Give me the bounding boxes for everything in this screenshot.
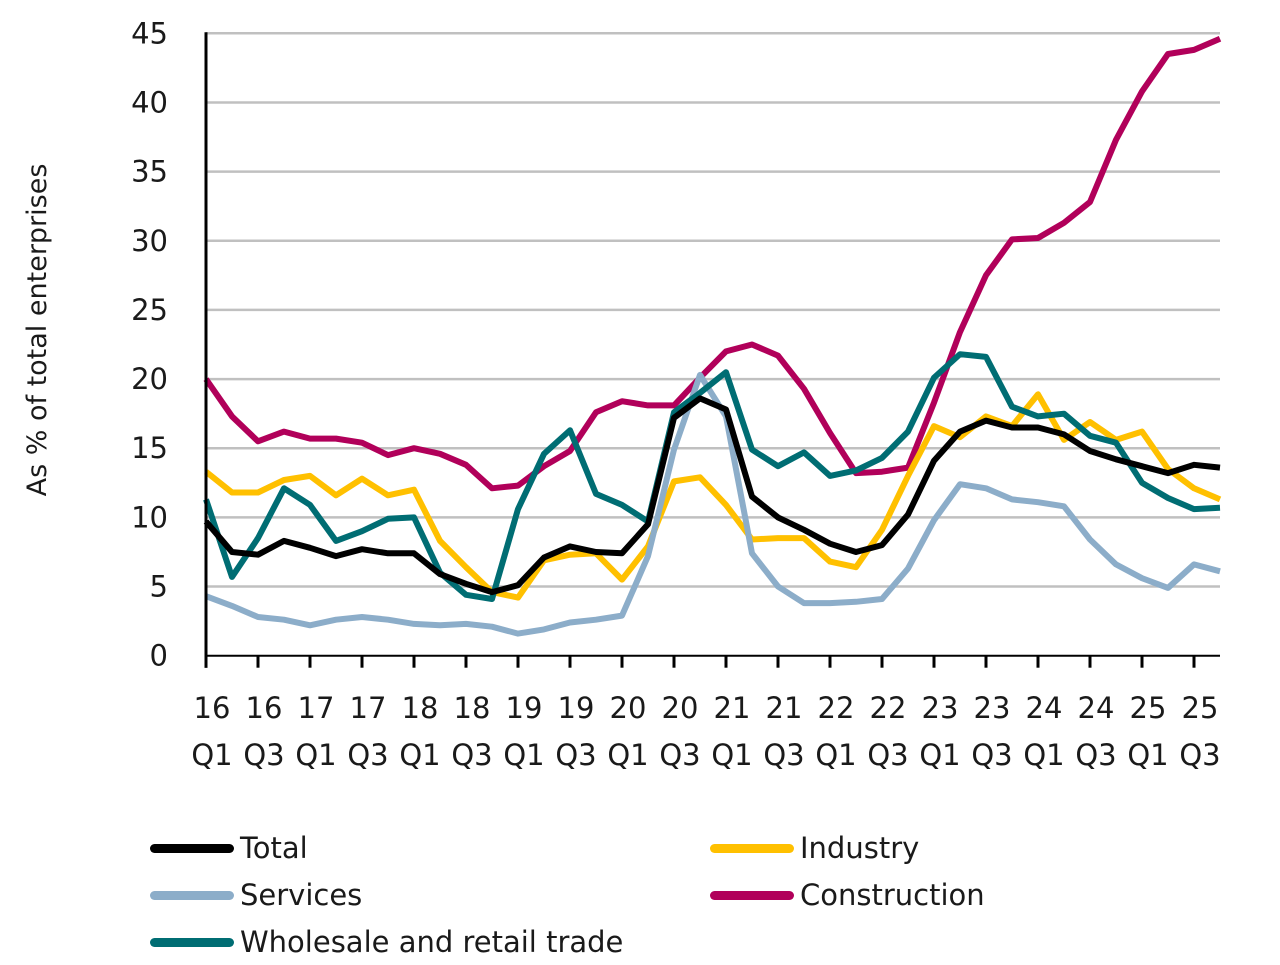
x-tick-label-quarter: Q3: [451, 738, 492, 772]
legend-swatch-services: [150, 890, 234, 900]
x-tick-label-quarter: Q3: [971, 738, 1012, 772]
x-tick-label-year: 17: [350, 691, 387, 725]
legend-swatch-total: [150, 843, 234, 853]
x-tick-label-year: 21: [766, 691, 803, 725]
legend-label-services: Services: [240, 878, 363, 912]
x-ticks: 16 Q1 16 Q3 17 Q1 17 Q3 18 Q1 18 Q3 19 Q1 19 Q3 20 Q1 20 Q3…: [191, 655, 1221, 772]
x-tick-label-quarter: Q1: [295, 738, 336, 772]
legend: Total Industry Services Construction Who…: [150, 826, 1150, 961]
y-tick-label: 10: [131, 500, 168, 534]
x-tick-label-quarter: Q3: [347, 738, 388, 772]
x-tick-label-year: 21: [714, 691, 751, 725]
x-tick-label-year: 25: [1130, 691, 1167, 725]
x-tick-label-quarter: Q3: [867, 738, 908, 772]
x-tick-label-year: 19: [506, 691, 543, 725]
x-tick-label-year: 20: [662, 691, 699, 725]
legend-label-industry: Industry: [800, 831, 920, 865]
series-line-total: [203, 395, 1221, 596]
legend-swatch-construction: [710, 890, 794, 900]
x-tick-label-quarter: Q3: [555, 738, 596, 772]
y-tick-label: 0: [150, 639, 168, 673]
x-tick-label-year: 25: [1182, 691, 1219, 725]
legend-item-industry: Industry: [710, 828, 919, 868]
legend-item-construction: Construction: [710, 875, 985, 915]
series-line-industry: [204, 391, 1222, 601]
x-tick-label-year: 16: [246, 691, 283, 725]
x-tick-label-quarter: Q3: [763, 738, 804, 772]
y-tick-label: 35: [131, 155, 168, 189]
x-tick-label-quarter: Q1: [711, 738, 752, 772]
x-tick-label-quarter: Q1: [919, 738, 960, 772]
x-tick-label-year: 19: [558, 691, 595, 725]
series-lines: [203, 36, 1222, 637]
x-tick-label-quarter: Q1: [815, 738, 856, 772]
x-tick-label-quarter: Q3: [1075, 738, 1116, 772]
y-tick-label: 45: [131, 16, 168, 50]
x-tick-label-year: 23: [974, 691, 1011, 725]
x-tick-label-year: 20: [610, 691, 647, 725]
y-tick-label: 15: [131, 431, 168, 465]
legend-label-construction: Construction: [800, 878, 985, 912]
legend-swatch-wholesale: [150, 937, 234, 947]
x-tick-label-year: 17: [298, 691, 335, 725]
y-axis-title: As % of total enterprises: [22, 164, 53, 497]
y-tick-label: 40: [131, 85, 168, 119]
y-tick-label: 25: [131, 293, 168, 327]
series-line-wholesale-and-retail-trade: [203, 351, 1221, 602]
x-tick-label-quarter: Q3: [1179, 738, 1220, 772]
legend-swatch-industry: [710, 843, 794, 853]
x-tick-label-quarter: Q1: [1127, 738, 1168, 772]
x-tick-label-year: 24: [1078, 691, 1115, 725]
series-line-construction: [203, 36, 1222, 492]
legend-item-services: Services: [150, 875, 362, 915]
y-tick-labels: 0 5 10 15 20 25 30 35 40 45: [131, 16, 168, 672]
x-tick-label-year: 22: [818, 691, 855, 725]
x-tick-label-quarter: Q1: [191, 738, 232, 772]
y-tick-label: 20: [131, 362, 168, 396]
x-tick-label-quarter: Q3: [243, 738, 284, 772]
x-tick-label-quarter: Q1: [503, 738, 544, 772]
series-line-services: [204, 371, 1221, 637]
x-tick-label-year: 22: [870, 691, 907, 725]
x-tick-label-year: 24: [1026, 691, 1063, 725]
y-tick-label: 30: [131, 224, 168, 258]
legend-item-wholesale: Wholesale and retail trade: [150, 922, 623, 962]
x-tick-label-quarter: Q3: [659, 738, 700, 772]
legend-label-total: Total: [240, 831, 308, 865]
x-tick-label-year: 16: [194, 691, 231, 725]
x-tick-label-quarter: Q1: [1023, 738, 1064, 772]
x-tick-label-quarter: Q1: [607, 738, 648, 772]
x-tick-label-year: 18: [402, 691, 439, 725]
legend-item-total: Total: [150, 828, 308, 868]
y-tick-label: 5: [150, 570, 168, 604]
x-tick-label-quarter: Q1: [399, 738, 440, 772]
x-tick-label-year: 18: [454, 691, 491, 725]
gridlines: [206, 32, 1220, 588]
legend-label-wholesale: Wholesale and retail trade: [240, 925, 624, 959]
x-tick-label-year: 23: [922, 691, 959, 725]
